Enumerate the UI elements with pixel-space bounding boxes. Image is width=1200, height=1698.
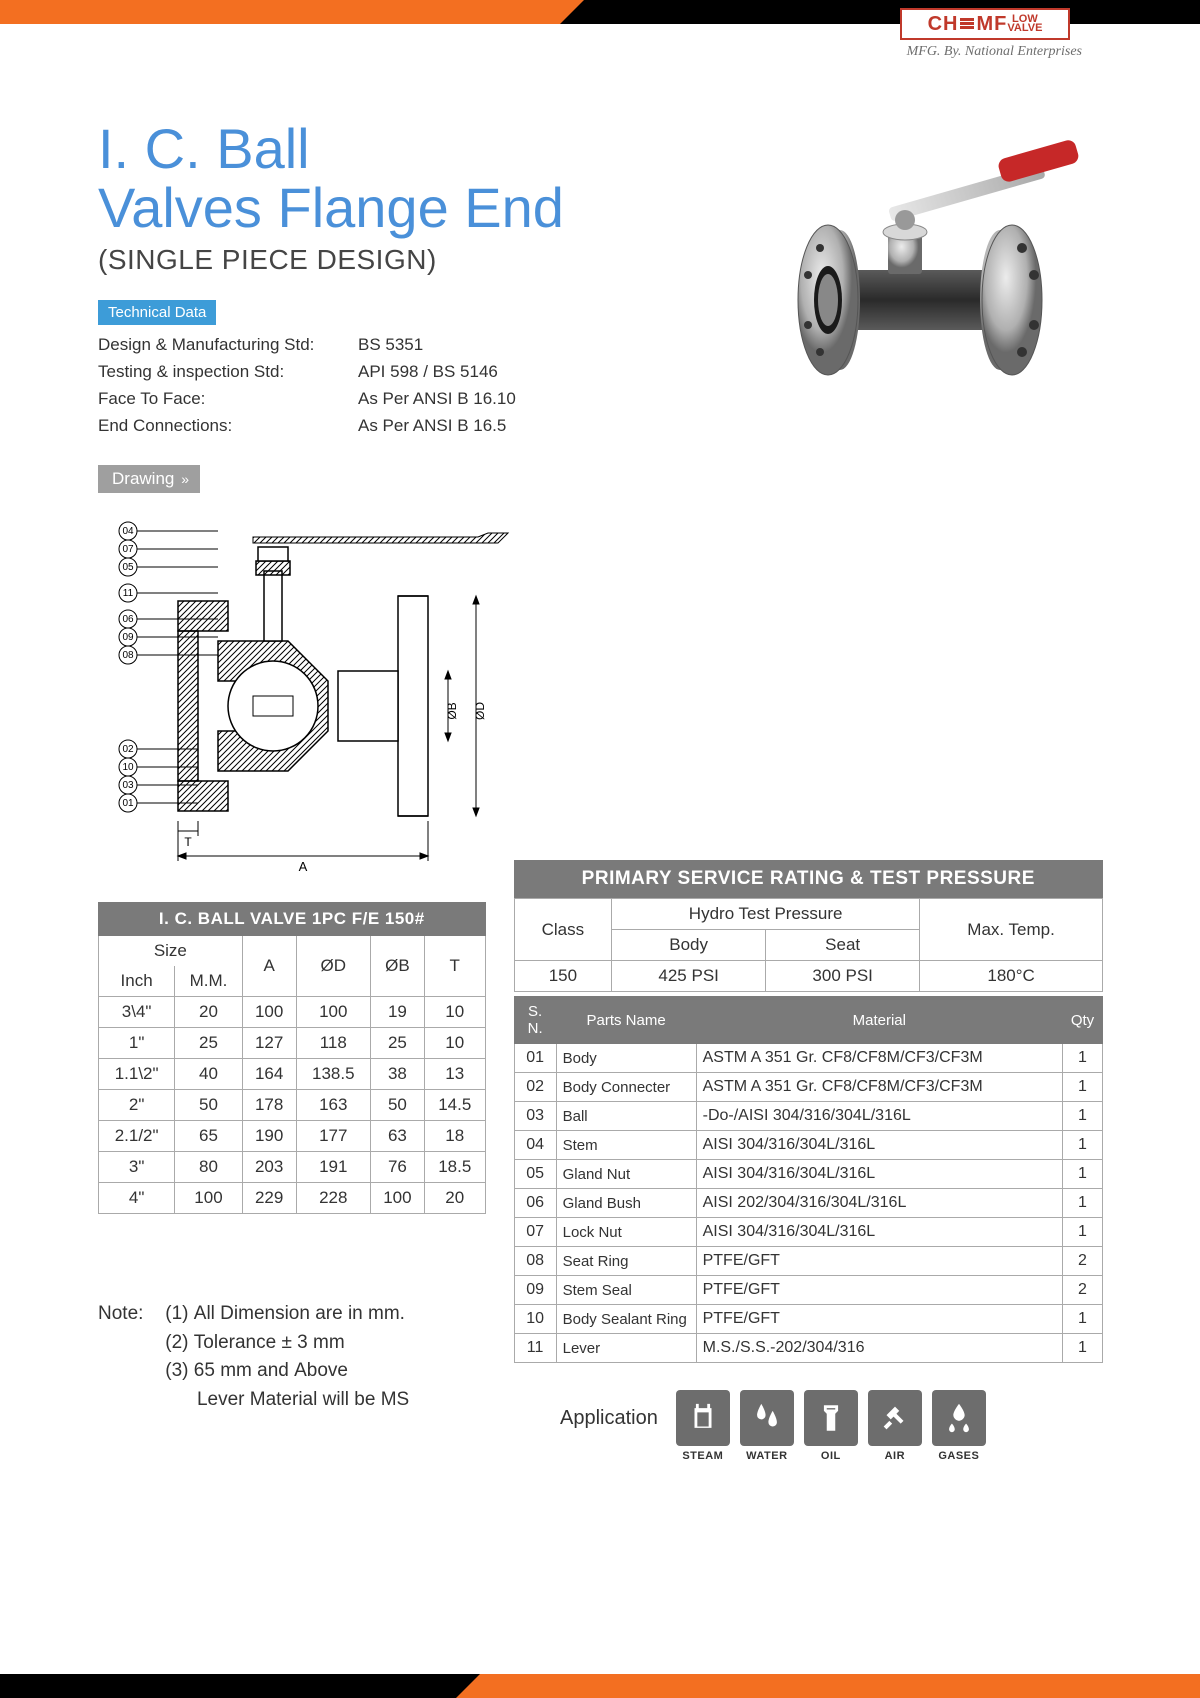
application-icon-oil: OIL: [804, 1390, 858, 1446]
tech-value: As Per ANSI B 16.10: [358, 389, 516, 409]
table-row: 03Ball-Do-/AISI 304/316/304L/316L1: [514, 1102, 1102, 1131]
bottom-bar: [0, 1674, 1200, 1698]
tech-label: End Connections:: [98, 416, 358, 436]
table-row: 10Body Sealant RingPTFE/GFT1: [514, 1305, 1102, 1334]
table-row: 3"802031917618.5: [99, 1152, 486, 1183]
table-row: 02Body ConnecterASTM A 351 Gr. CF8/CF8M/…: [514, 1073, 1102, 1102]
svg-text:ØD: ØD: [473, 701, 487, 719]
application-icon-steam: STEAM: [676, 1390, 730, 1446]
pressure-table: Class Hydro Test Pressure Max. Temp. Bod…: [514, 898, 1103, 992]
table-row: 1.1\2"40164138.53813: [99, 1059, 486, 1090]
svg-text:01: 01: [122, 798, 134, 809]
application-icon-gases: GASES: [932, 1390, 986, 1446]
application-label: Application: [560, 1407, 658, 1430]
svg-text:06: 06: [122, 614, 134, 625]
table-row: 3\4"201001001910: [99, 997, 486, 1028]
tech-label: Design & Manufacturing Std:: [98, 335, 358, 355]
table-row: 07Lock NutAISI 304/316/304L/316L1: [514, 1218, 1102, 1247]
table-row: 01BodyASTM A 351 Gr. CF8/CF8M/CF3/CF3M1: [514, 1044, 1102, 1073]
title-line2: Valves Flange End: [98, 176, 564, 239]
technical-data-badge: Technical Data: [98, 300, 216, 325]
table-row: 1"251271182510: [99, 1028, 486, 1059]
svg-text:10: 10: [122, 762, 134, 773]
tech-value: API 598 / BS 5146: [358, 362, 498, 382]
svg-text:09: 09: [122, 632, 134, 643]
mfg-by: MFG. By. National Enterprises: [907, 44, 1082, 60]
application-icon-water: WATER: [740, 1390, 794, 1446]
svg-text:11: 11: [123, 588, 134, 599]
svg-text:02: 02: [122, 744, 134, 755]
notes: Note: (1) All Dimension are in mm.(2) To…: [98, 1300, 409, 1414]
svg-text:ØB: ØB: [445, 702, 459, 719]
subtitle: (SINGLE PIECE DESIGN): [98, 244, 1098, 276]
tech-label: Testing & inspection Std:: [98, 362, 358, 382]
title-line1: I. C. Ball: [98, 117, 310, 180]
drawing-badge: Drawing »: [98, 465, 200, 493]
svg-text:T: T: [184, 835, 192, 849]
tech-value: BS 5351: [358, 335, 423, 355]
table-row: 04StemAISI 304/316/304L/316L1: [514, 1131, 1102, 1160]
tech-label: Face To Face:: [98, 389, 358, 409]
pressure-table-title: PRIMARY SERVICE RATING & TEST PRESSURE: [514, 860, 1103, 898]
brand-logo: CH MF LOWVALVE: [900, 8, 1070, 40]
svg-text:08: 08: [122, 650, 134, 661]
application-icon-air: AIR: [868, 1390, 922, 1446]
svg-text:03: 03: [122, 780, 134, 791]
technical-data-list: Design & Manufacturing Std:BS 5351 Testi…: [98, 335, 1098, 436]
table-row: 05Gland NutAISI 304/316/304L/316L1: [514, 1160, 1102, 1189]
table-row: 2"501781635014.5: [99, 1090, 486, 1121]
svg-text:05: 05: [122, 562, 134, 573]
svg-text:07: 07: [122, 544, 134, 555]
table-row: 06Gland BushAISI 202/304/316/304L/316L1: [514, 1189, 1102, 1218]
tech-value: As Per ANSI B 16.5: [358, 416, 506, 436]
table-row: 09Stem SealPTFE/GFT2: [514, 1276, 1102, 1305]
table-row: 11LeverM.S./S.S.-202/304/3161: [514, 1334, 1102, 1363]
dim-table-title: I. C. BALL VALVE 1PC F/E 150#: [98, 902, 486, 936]
trademark: TM: [1074, 10, 1090, 22]
table-row: 4"10022922810020: [99, 1183, 486, 1214]
dimension-table: I. C. BALL VALVE 1PC F/E 150# Size A ØD …: [98, 902, 486, 1214]
svg-text:04: 04: [122, 526, 134, 537]
technical-drawing: 04 07 05 11 06 09 08 02 10 03 01: [98, 501, 528, 901]
parts-table: S. N. Parts Name Material Qty 01BodyASTM…: [514, 996, 1103, 1363]
table-row: 2.1/2"651901776318: [99, 1121, 486, 1152]
table-row: 08Seat RingPTFE/GFT2: [514, 1247, 1102, 1276]
application-section: Application STEAMWATEROILAIRGASES: [560, 1390, 986, 1446]
page-title: I. C. Ball Valves Flange End: [98, 120, 1098, 238]
